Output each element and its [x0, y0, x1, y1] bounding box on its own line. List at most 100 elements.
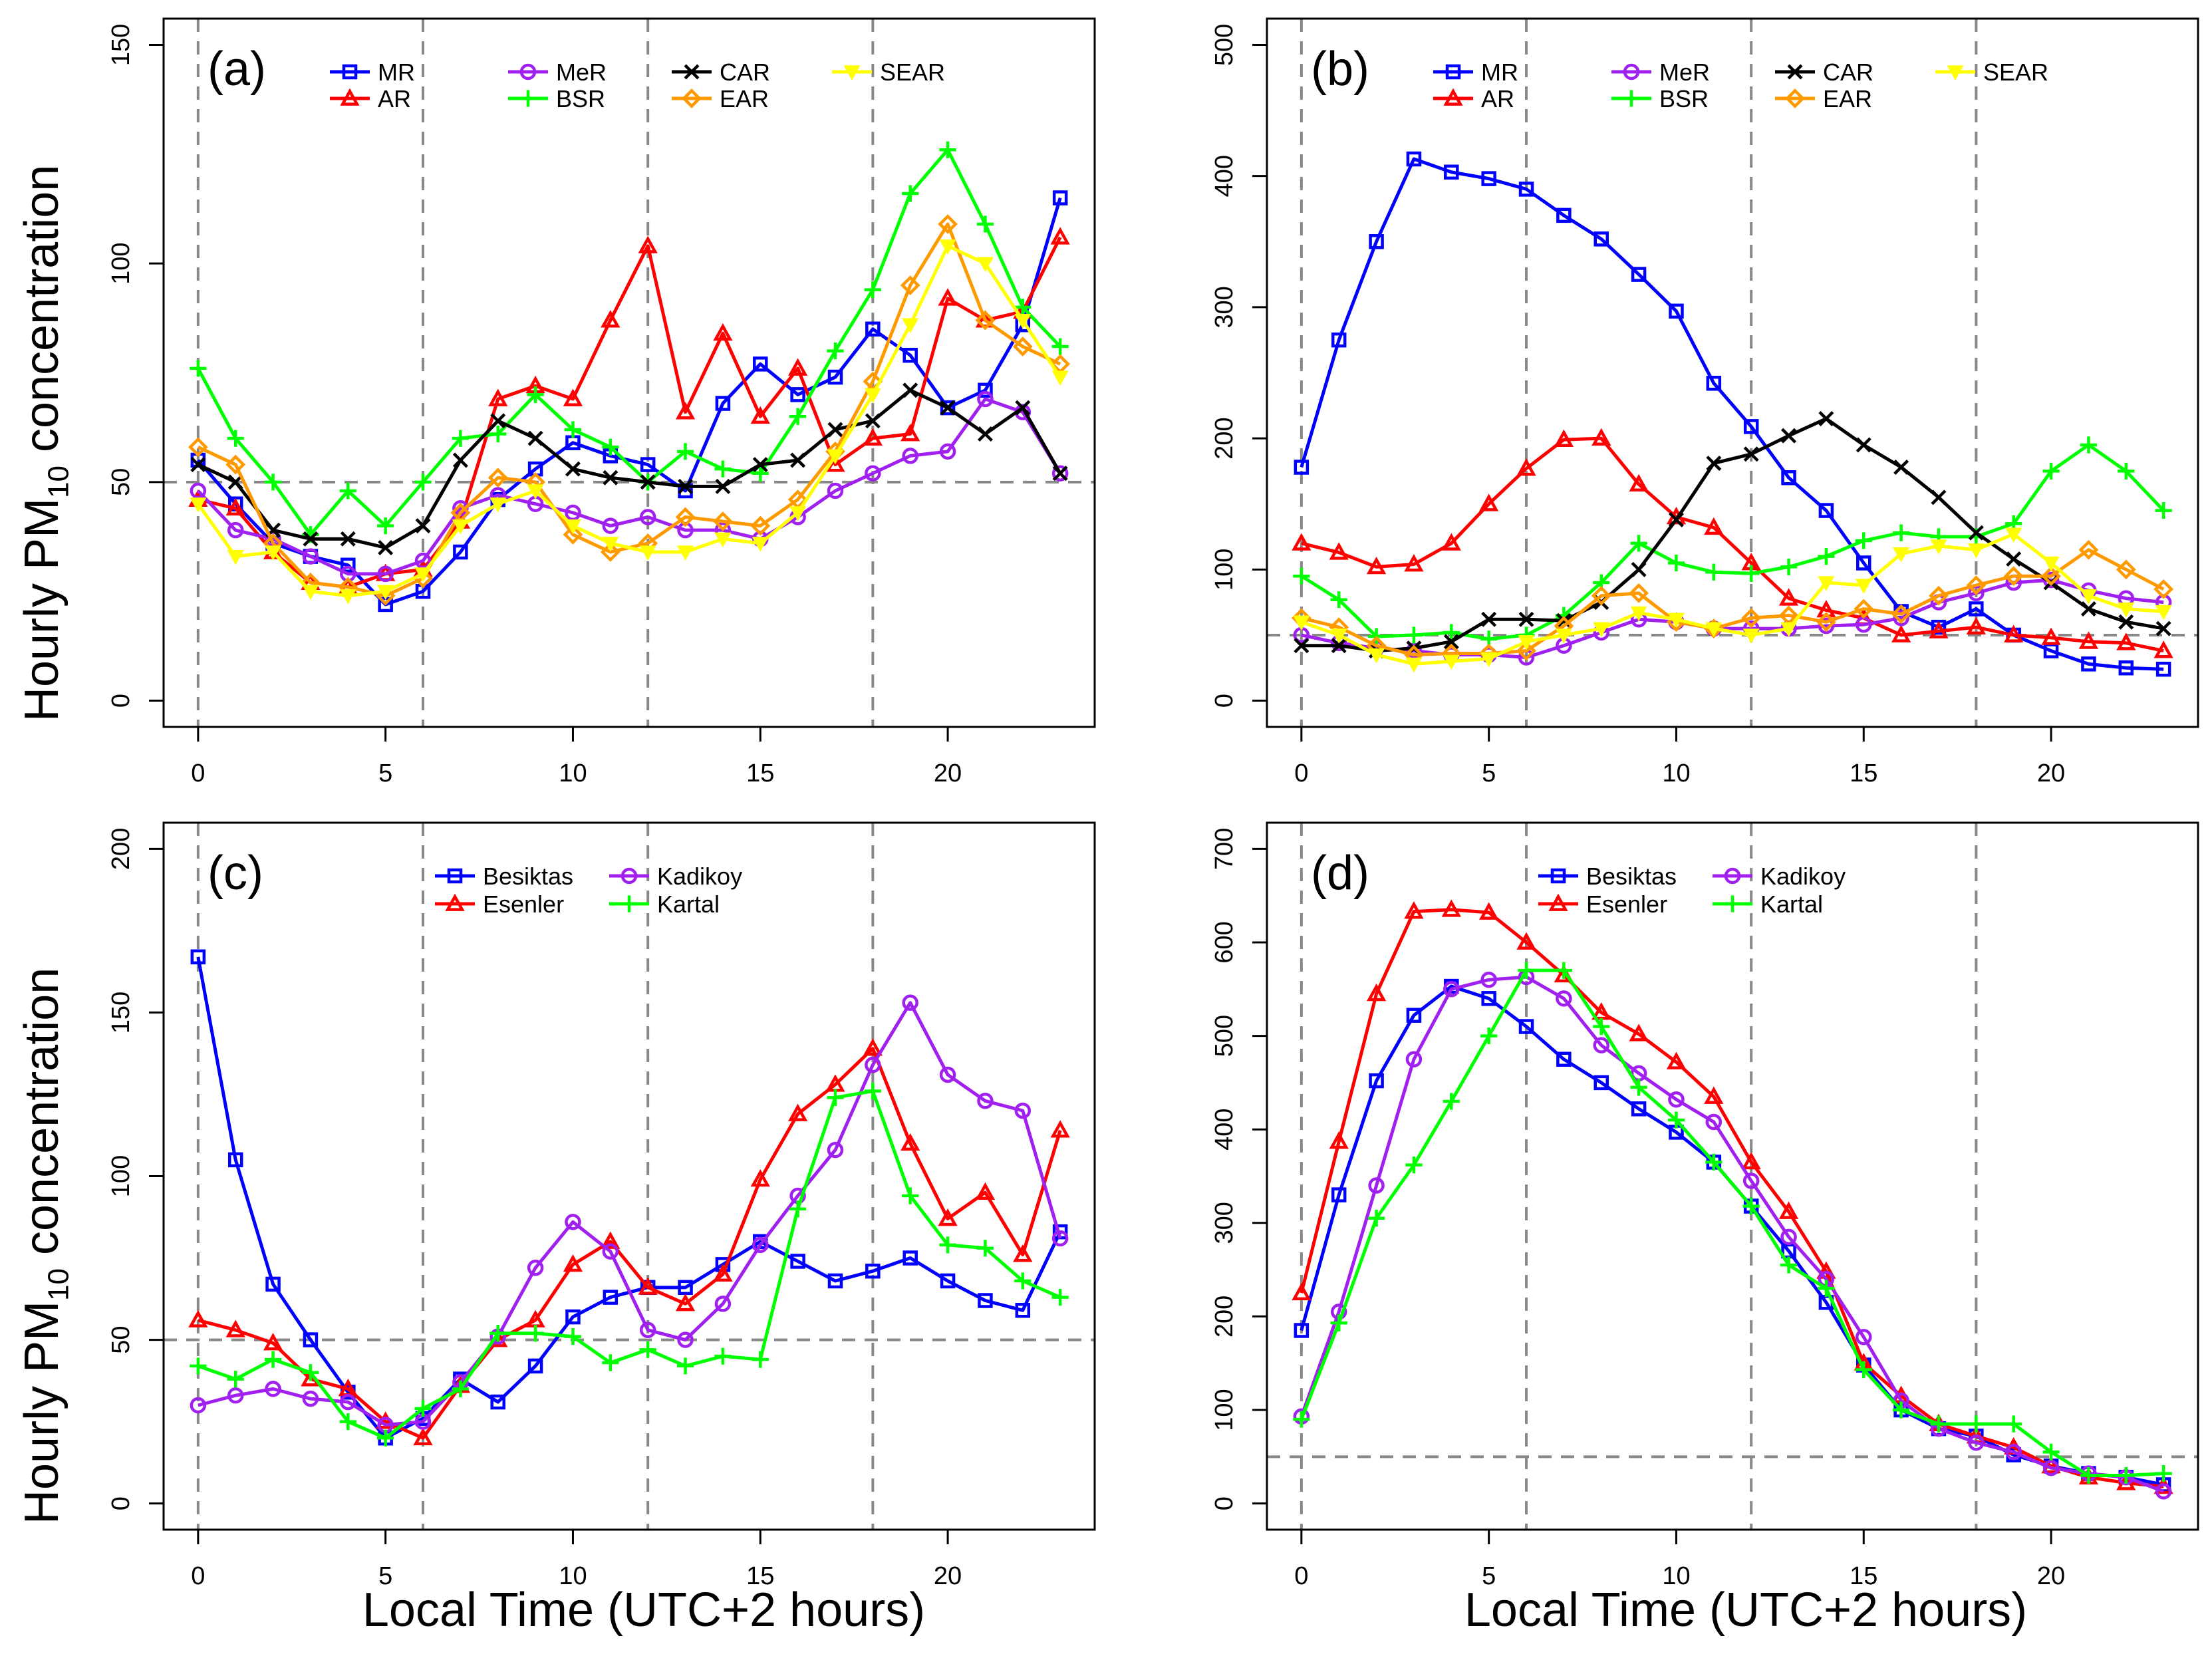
data-point — [2004, 624, 2024, 642]
data-point — [752, 465, 769, 482]
data-point — [975, 1182, 996, 1200]
x-tick-label: 0 — [1294, 760, 1308, 787]
x-tick-label: 10 — [1662, 1562, 1690, 1590]
legend-marker — [445, 893, 465, 911]
data-point — [1967, 1415, 1985, 1433]
data-point — [827, 449, 844, 465]
data-point — [902, 1250, 918, 1266]
legend-label: AR — [378, 85, 411, 112]
data-point — [1593, 231, 1609, 247]
data-point — [1968, 1434, 1985, 1451]
data-point — [527, 386, 544, 403]
data-point — [1516, 458, 1536, 476]
data-point — [1516, 932, 1536, 950]
data-point — [452, 452, 468, 468]
x-tick-label: 10 — [559, 760, 587, 787]
data-point — [1969, 601, 1984, 617]
data-point — [565, 1214, 581, 1230]
data-point — [2006, 551, 2022, 567]
data-point — [1742, 1173, 1760, 1189]
legend-entry-car: CAR — [672, 59, 770, 86]
data-point — [714, 1296, 732, 1312]
series-line — [197, 388, 1062, 549]
data-point — [1780, 622, 1798, 637]
data-point — [1368, 648, 1385, 664]
series-besiktas — [190, 949, 1068, 1446]
data-point — [902, 1187, 919, 1204]
y-tick-label: 100 — [1210, 549, 1238, 591]
data-point — [1329, 542, 1349, 560]
data-point — [1556, 208, 1572, 223]
data-point — [2041, 566, 2061, 587]
data-point — [1014, 1102, 1032, 1119]
data-point — [639, 1341, 656, 1358]
data-point — [939, 141, 956, 158]
data-point — [1367, 1210, 1385, 1227]
data-point — [900, 424, 920, 442]
data-point — [753, 356, 768, 372]
data-point — [1330, 1314, 1347, 1331]
data-point — [676, 443, 694, 460]
data-point — [1931, 489, 1947, 505]
data-point — [1368, 1177, 1385, 1194]
series-line — [1300, 968, 2164, 1477]
data-point — [265, 1276, 281, 1292]
data-point — [2155, 1483, 2172, 1500]
legend-label: Kartal — [1760, 891, 1823, 918]
data-point — [1629, 583, 1649, 603]
data-point — [1741, 1151, 1761, 1170]
data-point — [1404, 901, 1424, 919]
series-mr — [1294, 151, 2171, 677]
data-point — [1629, 1024, 1649, 1041]
data-point — [1891, 624, 1911, 642]
data-point — [1780, 1228, 1797, 1246]
x-tick-label: 10 — [559, 1562, 587, 1590]
data-point — [2078, 539, 2099, 560]
data-point — [1667, 554, 1685, 572]
data-point — [190, 949, 206, 965]
data-point — [1556, 613, 1572, 628]
data-point — [1405, 642, 1423, 659]
legend-label: MR — [1481, 59, 1518, 86]
data-point — [939, 1236, 956, 1254]
data-point — [678, 478, 694, 494]
series-mer — [190, 390, 1069, 583]
data-point — [377, 565, 394, 583]
legend-entry-esenler: Esenler — [1538, 891, 1667, 918]
data-point — [939, 239, 956, 255]
data-point — [2155, 621, 2171, 636]
y-tick-label: 500 — [1210, 24, 1238, 66]
data-point — [339, 589, 356, 605]
series-line — [198, 1089, 1061, 1440]
y-tick-label: 100 — [107, 242, 135, 284]
data-point — [789, 1200, 807, 1218]
data-point — [865, 413, 881, 429]
data-point — [715, 396, 731, 411]
data-point — [1330, 591, 1347, 609]
legend-marker — [621, 867, 638, 885]
legend-entry-mr: MR — [330, 59, 415, 86]
data-point — [1366, 556, 1387, 575]
data-point — [341, 557, 356, 573]
data-point — [1668, 1091, 1685, 1108]
data-point — [452, 1380, 469, 1397]
data-point — [527, 1358, 543, 1374]
data-point — [414, 552, 432, 569]
data-point — [1443, 981, 1460, 998]
data-point — [1293, 615, 1310, 631]
data-point — [2005, 527, 2022, 543]
data-point — [2042, 1443, 2060, 1460]
x-tick-label: 5 — [1482, 760, 1496, 787]
data-point — [827, 369, 843, 385]
x-tick-label: 15 — [1850, 760, 1877, 787]
data-point — [1015, 1303, 1031, 1318]
data-point — [453, 544, 468, 560]
legend-label: SEAR — [880, 59, 945, 86]
data-point — [976, 257, 994, 273]
data-point — [1630, 535, 1647, 552]
series-line — [198, 236, 1062, 589]
series-kartal — [190, 1082, 1069, 1447]
